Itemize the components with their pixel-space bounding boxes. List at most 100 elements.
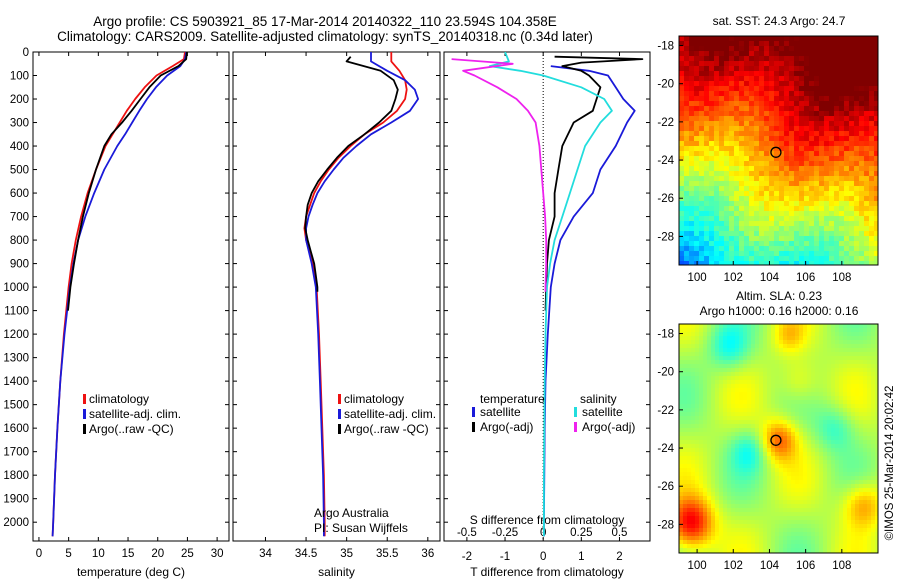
legend-heading-salinity: salinity	[580, 392, 617, 406]
y-tick-label: 1500	[3, 400, 29, 412]
y-tick-label: 1600	[3, 423, 29, 435]
sla-map-subtitle: Argo h1000: 0.16 h2000: 0.16	[700, 304, 859, 318]
sla-map-title: Altim. SLA: 0.23	[736, 289, 822, 303]
salinity-diff-tick-label: -0.5	[457, 527, 477, 539]
difference-xtick-label: 2	[616, 551, 622, 563]
y-tick-label: 800	[10, 235, 29, 247]
sla-map-xtick-label: 106	[796, 560, 815, 572]
sla-map-argo-marker	[770, 434, 782, 446]
sst-map-ytick-label: -22	[657, 117, 674, 129]
difference-xtick-label: 0	[540, 551, 546, 563]
chart-title-line2: Climatology: CARS2009. Satellite-adjuste…	[57, 29, 593, 44]
temperature-series-group	[51, 52, 188, 537]
temperature-xtick-label: 30	[211, 548, 224, 560]
y-tick-label: 900	[10, 259, 29, 271]
salinity-xtick-label: 35.5	[376, 548, 398, 560]
salinity-diff-axis-label: S difference from climatology	[470, 513, 625, 527]
annotation-pi: PI: Susan Wijffels	[314, 521, 408, 535]
imos-credit: ©IMOS 25-Mar-2014 20:02:42	[884, 386, 896, 541]
sst-map-heatmap-cells	[679, 36, 878, 265]
salinity-diff-tick-label: 0.25	[570, 527, 592, 539]
sla-map-ytick-label: -28	[657, 519, 674, 531]
sst-map-panel: 100 102 104 106 108 -18 -20 -22 -24 -26 -28	[657, 35, 879, 284]
sla-map-xtick-label: 102	[724, 560, 743, 572]
temperature-panel: 0100200300400500600700800900100011001200…	[3, 47, 230, 579]
annotation-argo-australia: Argo Australia	[314, 506, 389, 520]
temperature-legend-swatch	[83, 394, 86, 404]
y-tick-label: 400	[10, 141, 29, 153]
y-tick-label: 1000	[3, 282, 29, 294]
difference-line-s-satellite	[488, 52, 613, 537]
y-tick-label: 1800	[3, 470, 29, 482]
difference-legend-swatch	[574, 422, 577, 432]
sla-map-xtick-label: 100	[687, 560, 706, 572]
salinity-xtick-label: 35	[340, 548, 353, 560]
salinity-series-group	[303, 52, 420, 537]
y-tick-label: 1300	[3, 353, 29, 365]
salinity-line-satellite	[305, 52, 420, 537]
difference-legend-label: satellite	[480, 405, 521, 419]
temperature-xtick-label: 25	[181, 548, 194, 560]
temperature-legend-swatch	[83, 424, 86, 434]
y-tick-label: 600	[10, 188, 29, 200]
difference-axis-label: T difference from climatology	[470, 565, 624, 579]
salinity-diff-tick-label: -0.25	[492, 527, 518, 539]
legend-heading-temperature: temperature	[480, 392, 545, 406]
temperature-frame	[32, 51, 230, 542]
sst-map-ytick-label: -28	[657, 231, 674, 243]
salinity-legend-label: climatology	[344, 392, 404, 406]
difference-legend-label: Argo(-adj)	[582, 420, 635, 434]
salinity-axis-label: salinity	[318, 565, 355, 579]
sla-map-ytick-label: -26	[657, 481, 674, 493]
y-tick-label: 1200	[3, 329, 29, 341]
sst-map-ytick-label: -26	[657, 193, 674, 205]
sst-map-ytick-label: -18	[657, 41, 674, 53]
sla-map-frame	[678, 323, 879, 554]
salinity-legend-swatch	[338, 424, 341, 434]
y-tick-label: 700	[10, 212, 29, 224]
y-tick-label: 300	[10, 118, 29, 130]
sla-map-ytick-label: -18	[657, 329, 674, 341]
difference-legend-swatch	[472, 422, 475, 432]
temperature-xtick-label: 0	[36, 548, 42, 560]
salinity-legend-swatch	[338, 394, 341, 404]
sst-map-xtick-label: 102	[724, 272, 743, 284]
y-tick-label: 200	[10, 94, 29, 106]
temperature-xtick-label: 10	[92, 548, 105, 560]
difference-legend-swatch	[574, 407, 577, 417]
salinity-xtick-label: 36	[421, 548, 434, 560]
difference-legend-label: Argo(-adj)	[480, 420, 533, 434]
y-tick-label: 1900	[3, 494, 29, 506]
sla-map-ytick-label: -22	[657, 405, 674, 417]
temperature-legend-label: Argo(..raw -QC)	[89, 422, 174, 436]
sst-map-frame	[678, 35, 879, 266]
temperature-line-argo	[67, 52, 188, 311]
temperature-xtick-label: 20	[151, 548, 164, 560]
salinity-legend-swatch	[338, 409, 341, 419]
y-tick-label: 100	[10, 71, 29, 83]
chart-title-line1: Argo profile: CS 5903921_85 17-Mar-2014 …	[93, 14, 557, 29]
sst-map-xtick-label: 108	[832, 272, 851, 284]
salinity-legend-label: Argo(..raw -QC)	[344, 422, 429, 436]
difference-panel: -2 -1 0 1 2-0.5 -0.25 0 0.25 0.5S difference fro…	[443, 51, 651, 579]
sla-map-ytick-label: -20	[657, 367, 674, 379]
sst-map-xtick-label: 100	[687, 272, 706, 284]
salinity-xtick-label: 34.5	[295, 548, 317, 560]
salinity-line-argo	[304, 56, 399, 292]
temperature-axis-label: temperature (deg C)	[77, 565, 185, 579]
sst-map-ytick-label: -24	[657, 155, 674, 167]
salinity-diff-tick-label: 0.5	[611, 527, 627, 539]
temperature-legend-swatch	[83, 409, 86, 419]
difference-line-s-argo	[451, 58, 548, 292]
sla-map-ytick-label: -24	[657, 443, 674, 455]
y-tick-label: 1700	[3, 447, 29, 459]
temperature-xtick-label: 5	[65, 548, 71, 560]
difference-legend-swatch	[472, 407, 475, 417]
difference-xtick-label: -1	[500, 551, 510, 563]
temperature-legend-label: climatology	[89, 392, 149, 406]
y-tick-label: 0	[23, 47, 29, 59]
difference-series-group	[451, 52, 644, 537]
y-tick-label: 500	[10, 165, 29, 177]
sst-map-ytick-label: -20	[657, 79, 674, 91]
